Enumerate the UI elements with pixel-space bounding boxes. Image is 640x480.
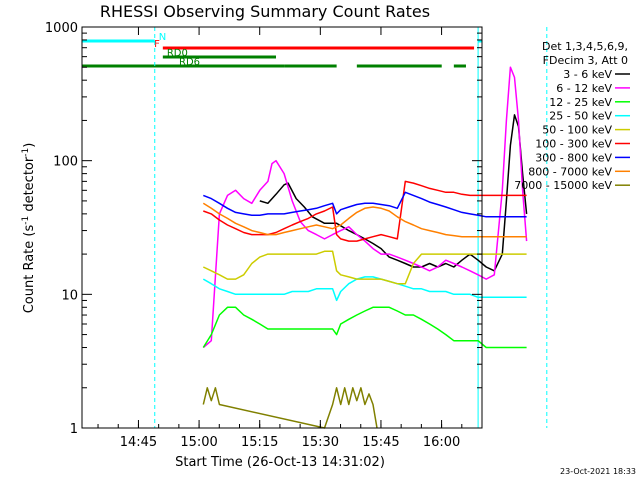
chart-title: RHESSI Observing Summary Count Rates [100,2,430,21]
y-axis-label-sup: -1 [21,216,31,225]
y-tick-label-0: 1 [70,422,78,437]
x-tick-label-0: 14:45 [120,435,157,450]
x-tick-label-5: 16:00 [423,435,460,450]
series-line-7 [202,202,527,238]
legend-label-1: 6 - 12 keV [556,82,612,95]
y-axis-label-rest: detector [22,156,37,216]
x-axis: 14:45 15:00 15:15 15:30 15:45 16:00 [97,27,483,450]
y-axis: 1 10 100 1000 [45,21,482,437]
legend: Det 1,3,4,5,6,9, FDecim 3, Att 0 3 - 6 k… [514,40,630,192]
series-line-0 [259,114,528,272]
series-line-4 [202,250,527,285]
legend-label-3: 25 - 50 keV [549,110,612,123]
y-tick-label-2: 100 [53,155,78,170]
legend-header-line-2: FDecim 3, Att 0 [543,54,628,67]
y-tick-label-3: 1000 [45,21,78,36]
legend-label-5: 100 - 300 keV [535,138,612,151]
x-tick-label-2: 15:15 [241,435,278,450]
x-tick-label-3: 15:30 [302,435,339,450]
y-axis-label-main: Count Rate (s [22,225,37,314]
flag-label-n: N [159,32,166,43]
flag-label-f: F [154,39,160,50]
legend-label-0: 3 - 6 keV [563,68,612,81]
y-tick-label-1: 10 [61,288,78,303]
generation-timestamp: 23-Oct-2021 18:33 [560,467,636,476]
series-line-8 [202,387,378,429]
series-line-5 [203,180,527,242]
series-line-3 [202,276,527,302]
plot-frame [81,26,483,429]
flag-label-rd6: RD6 [179,57,200,68]
flag-label-rd0: RD0 [167,48,188,59]
legend-label-6: 300 - 800 keV [535,151,612,164]
y-axis-label: Count Rate (s-1 detector-1) [21,143,37,314]
legend-label-4: 50 - 100 keV [542,124,612,137]
series-line-6 [203,191,527,218]
legend-label-8: 7000 - 15000 keV [514,179,612,192]
legend-label-2: 12 - 25 keV [549,96,612,109]
y-axis-label-sup2: -1 [21,148,31,157]
legend-label-7: 800 - 7000 keV [528,165,612,178]
series-line-2 [202,306,527,349]
x-axis-label: Start Time (26-Oct-13 14:31:02) [175,455,385,470]
x-tick-label-1: 15:00 [180,435,217,450]
y-axis-label-close: ) [22,143,37,148]
x-tick-label-4: 15:45 [362,435,399,450]
legend-header-line-1: Det 1,3,4,5,6,9, [542,40,628,53]
series-line-1 [202,66,528,349]
series-lines [202,66,528,429]
